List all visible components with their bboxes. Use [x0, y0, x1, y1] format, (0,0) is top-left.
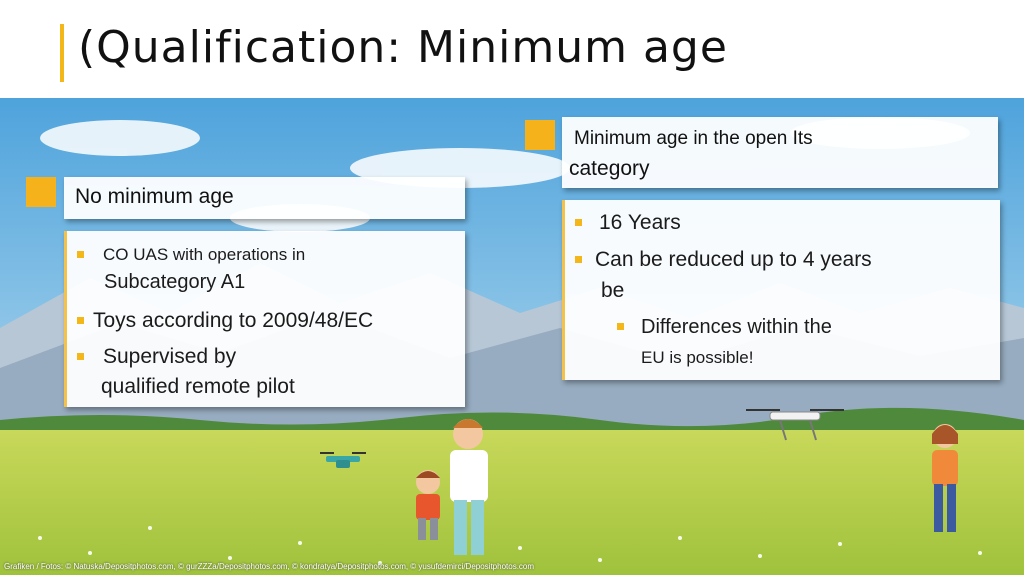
left-item-3-line-1: Supervised by [77, 345, 236, 369]
child-figure [416, 470, 440, 540]
photo-credit: Grafiken / Fotos: © Natuska/Depositphoto… [4, 562, 535, 571]
left-list-card: CO UAS with operations in Subcategory A1… [64, 231, 465, 407]
right-heading-card: Minimum age in the open Its category [562, 117, 998, 188]
left-item-1-line-2: Subcategory A1 [104, 271, 246, 293]
drone-small-icon [320, 452, 366, 468]
right-heading-line-1: Minimum age in the open Its [574, 128, 813, 149]
left-heading-bullet [26, 177, 56, 207]
title-accent-bar [60, 24, 64, 82]
right-sub-item-line-2: EU is possible! [641, 348, 754, 367]
right-item-2-line-1: Can be reduced up to 4 years [575, 248, 872, 272]
bullet-icon [575, 256, 582, 263]
right-heading-bullet [525, 120, 555, 150]
left-heading: No minimum age [75, 185, 234, 208]
bullet-icon [77, 251, 84, 258]
bullet-icon [77, 317, 84, 324]
title-bar: (Qualification: Minimum age [0, 0, 1024, 98]
woman-figure [932, 424, 958, 532]
bullet-icon [617, 323, 624, 330]
slide-title: (Qualification: Minimum age [78, 22, 728, 73]
meadow [0, 430, 1024, 575]
right-list-card: 16 Years Can be reduced up to 4 years be… [562, 200, 1000, 380]
right-item-1: 16 Years [575, 211, 681, 235]
bullet-icon [575, 219, 582, 226]
right-sub-item-line-1: Differences within the [617, 316, 832, 339]
left-item-2: Toys according to 2009/48/EC [77, 309, 373, 333]
man-figure [450, 419, 488, 555]
left-item-1-line-1: CO UAS with operations in [77, 245, 305, 265]
left-heading-card: No minimum age [64, 177, 465, 219]
drone-large-icon [746, 409, 844, 441]
right-heading-line-2: category [569, 157, 650, 180]
bullet-icon [77, 353, 84, 360]
left-item-3-line-2: qualified remote pilot [101, 375, 295, 398]
flowers [38, 526, 982, 565]
right-item-2-line-2: be [601, 279, 625, 302]
